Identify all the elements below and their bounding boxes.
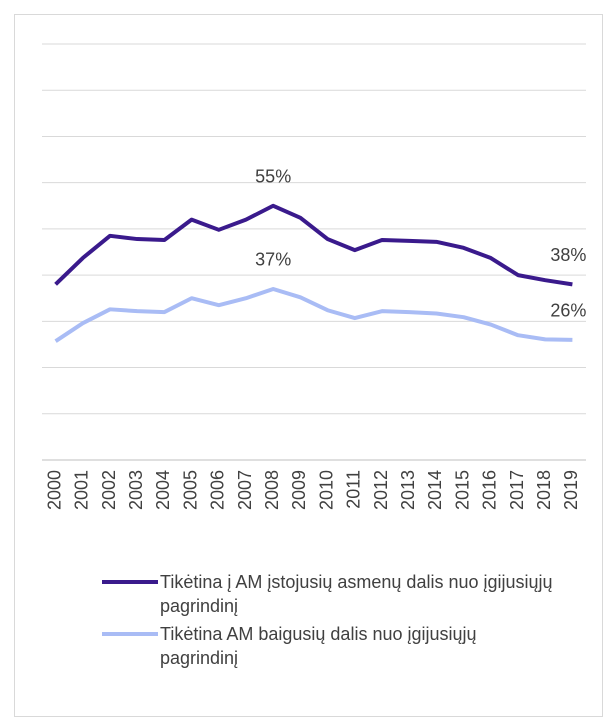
x-tick-label: 2006 bbox=[208, 470, 228, 510]
x-tick-label: 2001 bbox=[72, 470, 92, 510]
series-line bbox=[54, 286, 573, 343]
x-tick-label: 2010 bbox=[316, 470, 336, 510]
x-tick-label: 2003 bbox=[126, 470, 146, 510]
x-tick-label: 2009 bbox=[289, 470, 309, 510]
chart-frame bbox=[14, 14, 603, 717]
x-tick-label: 2011 bbox=[344, 470, 364, 509]
x-tick-label: 2013 bbox=[398, 470, 418, 510]
x-tick-label: 2016 bbox=[480, 470, 500, 510]
data-label: 26% bbox=[550, 301, 586, 321]
x-tick-label: 2014 bbox=[425, 470, 445, 510]
x-tick-label: 2018 bbox=[534, 470, 554, 510]
x-tick-label: 2012 bbox=[371, 470, 391, 510]
series-line bbox=[54, 203, 573, 287]
x-tick-label: 2019 bbox=[561, 470, 581, 510]
data-label: 38% bbox=[550, 245, 586, 265]
x-tick-label: 2008 bbox=[262, 470, 282, 510]
data-label: 55% bbox=[255, 167, 291, 187]
x-tick-label: 2000 bbox=[44, 470, 64, 510]
x-tick-label: 2007 bbox=[235, 470, 255, 510]
x-tick-label: 2005 bbox=[180, 470, 200, 510]
legend-label: Tikėtina į AM įstojusių asmenų dalis nuo… bbox=[160, 572, 553, 616]
x-tick-label: 2015 bbox=[452, 470, 472, 510]
legend-label: Tikėtina AM baigusių dalis nuo įgijusiųj… bbox=[160, 624, 477, 668]
x-tick-label: 2017 bbox=[507, 470, 527, 510]
x-tick-label: 2002 bbox=[99, 470, 119, 510]
data-label: 37% bbox=[255, 250, 291, 270]
x-tick-label: 2004 bbox=[153, 470, 173, 510]
